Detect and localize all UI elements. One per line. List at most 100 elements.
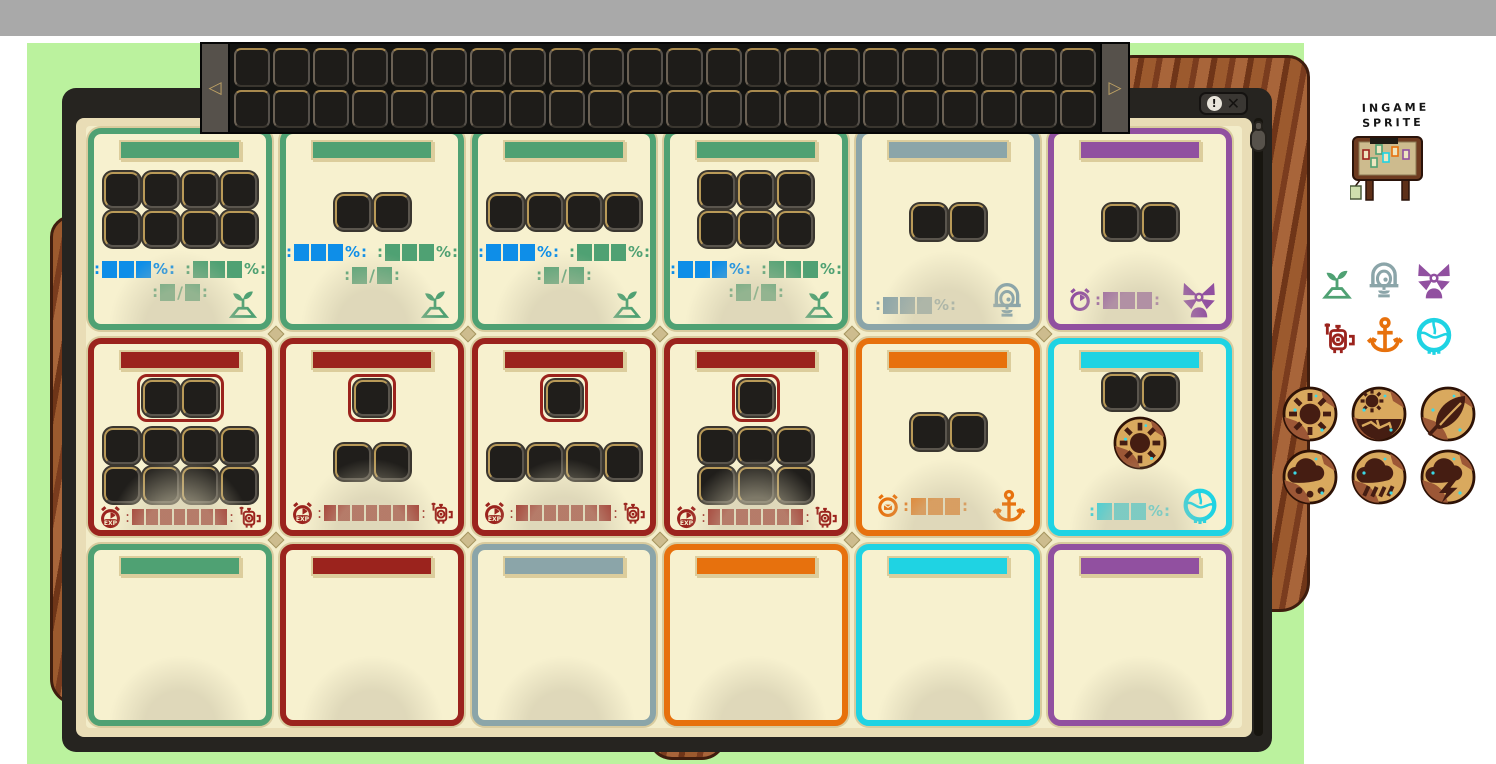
- inventory-slot[interactable]: [863, 48, 900, 87]
- inventory-slot[interactable]: [509, 48, 546, 87]
- inventory-slot[interactable]: [941, 48, 979, 87]
- card-red[interactable]: EXP::: [88, 338, 272, 536]
- inventory-slot[interactable]: [784, 89, 821, 128]
- inventory-slot[interactable]: [351, 48, 389, 87]
- inventory-slot[interactable]: [745, 89, 782, 128]
- card-slot[interactable]: [220, 211, 257, 247]
- card-purple[interactable]: ::: [1048, 128, 1232, 330]
- card-slot[interactable]: [1102, 204, 1139, 240]
- card-green[interactable]: :%::%:: /:: [88, 128, 272, 330]
- card-gray[interactable]: [472, 544, 656, 726]
- card-slot[interactable]: [103, 211, 140, 247]
- card-slot[interactable]: [1102, 374, 1139, 410]
- card-slot[interactable]: [738, 172, 774, 208]
- card-gray[interactable]: :%:: [856, 128, 1040, 330]
- card-slot[interactable]: [142, 380, 179, 416]
- card-red[interactable]: [280, 544, 464, 726]
- card-slot[interactable]: [777, 467, 813, 503]
- card-slot[interactable]: [487, 444, 524, 480]
- card-slot[interactable]: [949, 414, 986, 450]
- inventory-slot[interactable]: [823, 89, 861, 128]
- inventory-slot[interactable]: [273, 48, 310, 87]
- inventory-slot[interactable]: [863, 89, 900, 128]
- card-slot[interactable]: [526, 194, 563, 230]
- card-slot[interactable]: [220, 428, 257, 464]
- card-red[interactable]: EXP::: [472, 338, 656, 536]
- card-slot[interactable]: [487, 194, 524, 230]
- card-slot[interactable]: [181, 172, 218, 208]
- scrollbar-knob[interactable]: [1250, 121, 1267, 152]
- card-slot[interactable]: [103, 428, 140, 464]
- inventory-slot[interactable]: [548, 48, 585, 87]
- inventory-slot[interactable]: [548, 89, 585, 128]
- card-purple[interactable]: [1048, 544, 1232, 726]
- info-button[interactable]: !: [1206, 96, 1222, 111]
- card-slot[interactable]: [910, 414, 947, 450]
- inventory-slot[interactable]: [351, 89, 389, 128]
- inventory-slot[interactable]: [981, 48, 1018, 87]
- inventory-slot[interactable]: [705, 48, 743, 87]
- card-slot[interactable]: [354, 380, 390, 416]
- card-green[interactable]: [88, 544, 272, 726]
- inventory-slot[interactable]: [941, 89, 979, 128]
- card-slot[interactable]: [777, 428, 813, 464]
- card-slot[interactable]: [738, 211, 774, 247]
- card-slot[interactable]: [1141, 204, 1178, 240]
- card-slot[interactable]: [142, 428, 179, 464]
- card-slot[interactable]: [220, 467, 257, 503]
- card-slot[interactable]: [526, 444, 563, 480]
- inventory-slot[interactable]: [1059, 89, 1096, 128]
- card-slot[interactable]: [103, 467, 140, 503]
- card-slot[interactable]: [777, 172, 813, 208]
- card-cyan[interactable]: [856, 544, 1040, 726]
- card-slot[interactable]: [699, 211, 735, 247]
- inventory-slot[interactable]: [902, 89, 939, 128]
- card-slot[interactable]: [910, 204, 947, 240]
- inventory-slot[interactable]: [430, 48, 467, 87]
- card-slot[interactable]: [220, 172, 257, 208]
- inventory-slot[interactable]: [784, 48, 821, 87]
- card-slot[interactable]: [565, 444, 602, 480]
- inventory-slot[interactable]: [627, 48, 664, 87]
- inventory-slot[interactable]: [509, 89, 546, 128]
- card-slot[interactable]: [334, 444, 371, 480]
- left-arrow-button[interactable]: ◁: [202, 44, 230, 132]
- card-orange[interactable]: [664, 544, 848, 726]
- inventory-slot[interactable]: [273, 89, 310, 128]
- scrollbar[interactable]: [1250, 118, 1267, 736]
- inventory-slot[interactable]: [823, 48, 861, 87]
- card-slot[interactable]: [699, 467, 735, 503]
- inventory-slot[interactable]: [234, 48, 271, 87]
- close-button[interactable]: ✕: [1226, 93, 1240, 113]
- inventory-slot[interactable]: [666, 48, 703, 87]
- card-slot[interactable]: [181, 211, 218, 247]
- inventory-slot[interactable]: [587, 48, 625, 87]
- card-slot[interactable]: [699, 428, 735, 464]
- card-slot[interactable]: [142, 467, 179, 503]
- card-orange[interactable]: ::: [856, 338, 1040, 536]
- inventory-slot[interactable]: [902, 48, 939, 87]
- card-slot[interactable]: [181, 380, 218, 416]
- inventory-slot[interactable]: [391, 89, 428, 128]
- card-slot[interactable]: [604, 194, 641, 230]
- inventory-slot[interactable]: [1020, 89, 1057, 128]
- inventory-slot[interactable]: [705, 89, 743, 128]
- card-slot[interactable]: [181, 467, 218, 503]
- card-slot[interactable]: [738, 428, 774, 464]
- card-slot[interactable]: [334, 194, 371, 230]
- inventory-slot[interactable]: [234, 89, 271, 128]
- card-slot[interactable]: [738, 380, 774, 416]
- card-slot[interactable]: [604, 444, 641, 480]
- inventory-slot[interactable]: [430, 89, 467, 128]
- card-slot[interactable]: [142, 172, 179, 208]
- inventory-slot[interactable]: [745, 48, 782, 87]
- inventory-slot[interactable]: [666, 89, 703, 128]
- inventory-slot[interactable]: [469, 89, 507, 128]
- card-slot[interactable]: [949, 204, 986, 240]
- card-slot[interactable]: [699, 172, 735, 208]
- inventory-slot[interactable]: [981, 89, 1018, 128]
- card-green[interactable]: :%::%:: /:: [280, 128, 464, 330]
- inventory-slot[interactable]: [391, 48, 428, 87]
- card-slot[interactable]: [565, 194, 602, 230]
- card-green[interactable]: :%::%:: /:: [472, 128, 656, 330]
